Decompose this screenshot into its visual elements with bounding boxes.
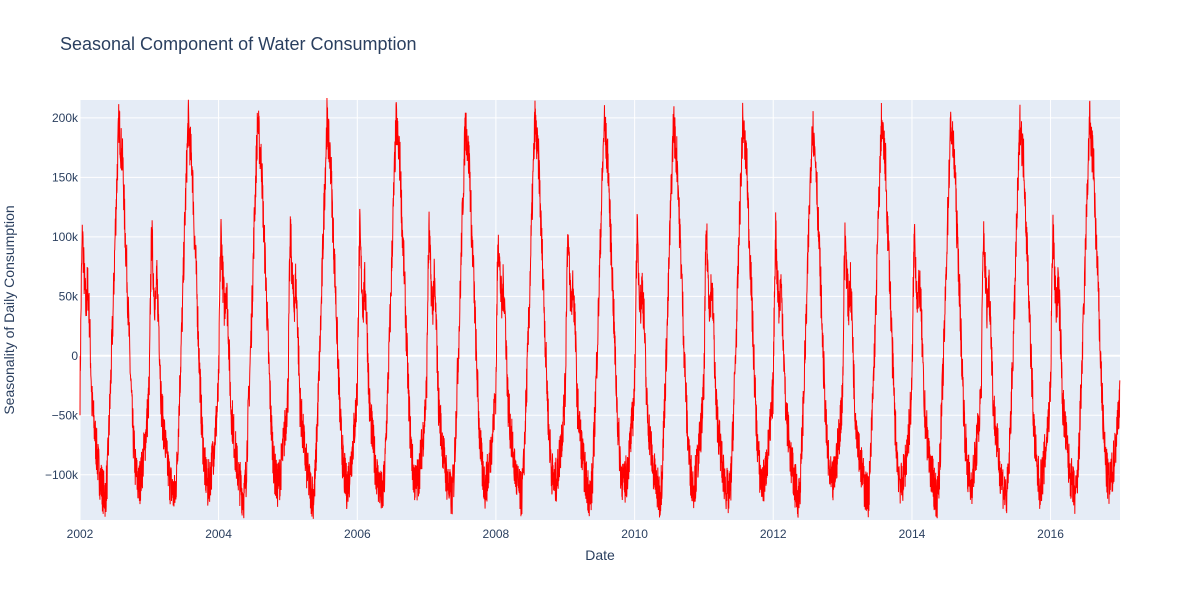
y-tick-label: −50k [52, 408, 79, 422]
y-tick-label: −100k [45, 468, 79, 482]
plot-area[interactable] [80, 100, 1120, 520]
x-tick-label: 2010 [621, 527, 648, 541]
y-axis-title: Seasonality of Daily Consumption [1, 205, 17, 414]
chart-title: Seasonal Component of Water Consumption [60, 34, 417, 54]
y-tick-label: 0 [71, 349, 78, 363]
x-axis-title: Date [585, 547, 615, 563]
y-tick-label: 100k [52, 230, 79, 244]
x-tick-label: 2016 [1037, 527, 1064, 541]
y-tick-label: 150k [52, 170, 79, 184]
x-tick-label: 2014 [899, 527, 926, 541]
x-tick-label: 2006 [344, 527, 371, 541]
series-line[interactable] [79, 98, 1121, 519]
y-axis-ticks: −100k −50k 0 50k 100k 150k 200k [45, 111, 79, 482]
x-tick-label: 2008 [483, 527, 510, 541]
y-tick-label: 50k [59, 289, 79, 303]
y-tick-label: 200k [52, 111, 79, 125]
series-layer [79, 98, 1121, 519]
x-tick-label: 2002 [67, 527, 94, 541]
x-tick-label: 2004 [205, 527, 232, 541]
x-tick-label: 2012 [760, 527, 787, 541]
x-axis-ticks: 2002 2004 2006 2008 2010 2012 2014 2016 [67, 527, 1065, 541]
